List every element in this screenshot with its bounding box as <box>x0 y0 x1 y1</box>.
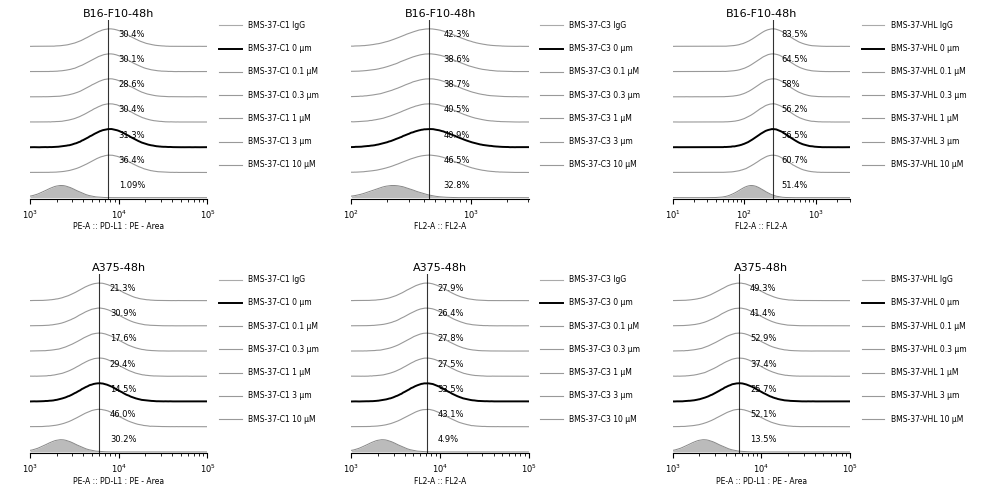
Text: 52.1%: 52.1% <box>750 410 776 419</box>
Text: BMS-37-C1 0.3 μm: BMS-37-C1 0.3 μm <box>248 345 319 354</box>
Text: 13.5%: 13.5% <box>750 435 776 444</box>
Text: 40.9%: 40.9% <box>444 130 470 140</box>
Title: A375-48h: A375-48h <box>734 263 789 273</box>
Text: 25.7%: 25.7% <box>750 385 776 394</box>
Text: BMS-37-C3 1 μM: BMS-37-C3 1 μM <box>569 368 632 377</box>
Text: 27.5%: 27.5% <box>437 360 464 369</box>
Text: 32.8%: 32.8% <box>444 181 470 190</box>
Text: BMS-37-C3 0 μm: BMS-37-C3 0 μm <box>569 298 633 307</box>
X-axis label: PE-A :: PD-L1 : PE - Area: PE-A :: PD-L1 : PE - Area <box>73 223 164 232</box>
Text: 14.5%: 14.5% <box>110 385 136 394</box>
Text: 33.5%: 33.5% <box>437 385 464 394</box>
Text: 31.3%: 31.3% <box>119 130 145 140</box>
Text: BMS-37-VHL IgG: BMS-37-VHL IgG <box>891 21 953 30</box>
Text: 1.09%: 1.09% <box>119 181 145 190</box>
Text: BMS-37-VHL 3 μm: BMS-37-VHL 3 μm <box>891 391 959 400</box>
Text: BMS-37-C1 1 μM: BMS-37-C1 1 μM <box>248 114 311 123</box>
Text: 27.8%: 27.8% <box>437 335 464 344</box>
Text: 46.0%: 46.0% <box>110 410 136 419</box>
Text: BMS-37-C1 0.3 μm: BMS-37-C1 0.3 μm <box>248 91 319 100</box>
Text: BMS-37-C3 3 μm: BMS-37-C3 3 μm <box>569 391 633 400</box>
X-axis label: FL2-A :: FL2-A: FL2-A :: FL2-A <box>735 223 788 232</box>
Text: 38.6%: 38.6% <box>444 55 470 64</box>
Text: BMS-37-C1 0.1 μM: BMS-37-C1 0.1 μM <box>248 322 318 331</box>
Text: BMS-37-C3 0 μm: BMS-37-C3 0 μm <box>569 44 633 53</box>
Text: 83.5%: 83.5% <box>782 30 808 39</box>
Text: BMS-37-C1 10 μM: BMS-37-C1 10 μM <box>248 415 316 424</box>
Title: B16-F10-48h: B16-F10-48h <box>83 9 154 19</box>
Text: BMS-37-C1 1 μM: BMS-37-C1 1 μM <box>248 368 311 377</box>
Text: BMS-37-C1 10 μM: BMS-37-C1 10 μM <box>248 160 316 169</box>
X-axis label: FL2-A :: FL2-A: FL2-A :: FL2-A <box>414 477 466 486</box>
Text: BMS-37-C3 0.3 μm: BMS-37-C3 0.3 μm <box>569 345 640 354</box>
Title: A375-48h: A375-48h <box>92 263 146 273</box>
Title: B16-F10-48h: B16-F10-48h <box>404 9 476 19</box>
Text: BMS-37-C3 10 μM: BMS-37-C3 10 μM <box>569 415 637 424</box>
Text: 30.1%: 30.1% <box>119 55 145 64</box>
Text: BMS-37-C3 3 μm: BMS-37-C3 3 μm <box>569 137 633 146</box>
Text: BMS-37-VHL 0.1 μM: BMS-37-VHL 0.1 μM <box>891 322 965 331</box>
Text: BMS-37-VHL 1 μM: BMS-37-VHL 1 μM <box>891 368 958 377</box>
Text: 52.9%: 52.9% <box>750 335 776 344</box>
Text: BMS-37-VHL 0 μm: BMS-37-VHL 0 μm <box>891 44 959 53</box>
Text: BMS-37-VHL 0.3 μm: BMS-37-VHL 0.3 μm <box>891 345 966 354</box>
Text: 28.6%: 28.6% <box>119 80 145 89</box>
Title: B16-F10-48h: B16-F10-48h <box>726 9 797 19</box>
Text: 41.4%: 41.4% <box>750 309 776 318</box>
Text: BMS-37-VHL 0.3 μm: BMS-37-VHL 0.3 μm <box>891 91 966 100</box>
Text: 30.9%: 30.9% <box>110 309 136 318</box>
Text: 42.3%: 42.3% <box>444 30 470 39</box>
Text: 56.2%: 56.2% <box>782 106 808 115</box>
Text: BMS-37-C1 0 μm: BMS-37-C1 0 μm <box>248 298 312 307</box>
Title: A375-48h: A375-48h <box>413 263 467 273</box>
Text: 4.9%: 4.9% <box>437 435 459 444</box>
Text: 17.6%: 17.6% <box>110 335 136 344</box>
Text: 36.4%: 36.4% <box>119 156 145 165</box>
Text: BMS-37-C3 IgG: BMS-37-C3 IgG <box>569 275 627 284</box>
Text: 27.9%: 27.9% <box>437 284 464 293</box>
Text: 58%: 58% <box>782 80 800 89</box>
Text: BMS-37-C3 0.3 μm: BMS-37-C3 0.3 μm <box>569 91 640 100</box>
Text: BMS-37-C1 IgG: BMS-37-C1 IgG <box>248 275 305 284</box>
Text: 30.2%: 30.2% <box>110 435 136 444</box>
Text: 37.4%: 37.4% <box>750 360 777 369</box>
Text: BMS-37-C1 0.1 μM: BMS-37-C1 0.1 μM <box>248 67 318 76</box>
Text: 38.7%: 38.7% <box>444 80 470 89</box>
X-axis label: FL2-A :: FL2-A: FL2-A :: FL2-A <box>414 223 466 232</box>
Text: 60.7%: 60.7% <box>782 156 808 165</box>
Text: BMS-37-C1 0 μm: BMS-37-C1 0 μm <box>248 44 312 53</box>
Text: BMS-37-C3 0.1 μM: BMS-37-C3 0.1 μM <box>569 322 639 331</box>
Text: BMS-37-C3 0.1 μM: BMS-37-C3 0.1 μM <box>569 67 639 76</box>
Text: 64.5%: 64.5% <box>782 55 808 64</box>
Text: BMS-37-VHL 0 μm: BMS-37-VHL 0 μm <box>891 298 959 307</box>
Text: 29.4%: 29.4% <box>110 360 136 369</box>
Text: 30.4%: 30.4% <box>119 30 145 39</box>
Text: BMS-37-C1 3 μm: BMS-37-C1 3 μm <box>248 137 312 146</box>
Text: 46.5%: 46.5% <box>444 156 470 165</box>
Text: BMS-37-VHL 10 μM: BMS-37-VHL 10 μM <box>891 160 963 169</box>
Text: BMS-37-VHL 0.1 μM: BMS-37-VHL 0.1 μM <box>891 67 965 76</box>
X-axis label: PE-A :: PD-L1 : PE - Area: PE-A :: PD-L1 : PE - Area <box>716 477 807 486</box>
Text: 49.3%: 49.3% <box>750 284 776 293</box>
Text: 21.3%: 21.3% <box>110 284 136 293</box>
Text: BMS-37-C3 1 μM: BMS-37-C3 1 μM <box>569 114 632 123</box>
Text: BMS-37-VHL 1 μM: BMS-37-VHL 1 μM <box>891 114 958 123</box>
Text: BMS-37-VHL 10 μM: BMS-37-VHL 10 μM <box>891 415 963 424</box>
Text: 26.4%: 26.4% <box>437 309 464 318</box>
Text: BMS-37-C1 3 μm: BMS-37-C1 3 μm <box>248 391 312 400</box>
Text: BMS-37-C1 IgG: BMS-37-C1 IgG <box>248 21 305 30</box>
X-axis label: PE-A :: PD-L1 : PE - Area: PE-A :: PD-L1 : PE - Area <box>73 477 164 486</box>
Text: 51.4%: 51.4% <box>782 181 808 190</box>
Text: 56.5%: 56.5% <box>782 130 808 140</box>
Text: 40.5%: 40.5% <box>444 106 470 115</box>
Text: BMS-37-C3 10 μM: BMS-37-C3 10 μM <box>569 160 637 169</box>
Text: BMS-37-VHL 3 μm: BMS-37-VHL 3 μm <box>891 137 959 146</box>
Text: BMS-37-C3 IgG: BMS-37-C3 IgG <box>569 21 627 30</box>
Text: BMS-37-VHL IgG: BMS-37-VHL IgG <box>891 275 953 284</box>
Text: 43.1%: 43.1% <box>437 410 464 419</box>
Text: 30.4%: 30.4% <box>119 106 145 115</box>
